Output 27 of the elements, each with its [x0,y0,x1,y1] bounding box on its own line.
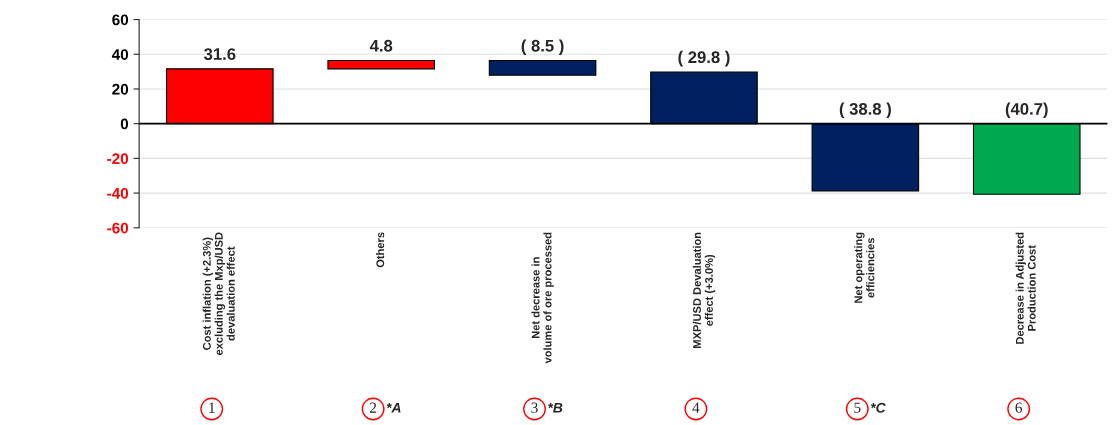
y-tick-label: 40 [111,49,129,60]
bar [327,59,436,70]
text: 3 *B [531,402,563,413]
x-tick-label: Decrease in Adjusted Production Cost [1015,232,1036,344]
data-label: 4.8 [369,39,393,52]
data-label: ( 8.5 ) [521,39,564,55]
x-tick-label: MXP/USD Devaluation effect (+3.0%) [692,232,716,348]
text: 2 *A [369,402,401,413]
y-tick-label: -20 [107,153,129,165]
y-tick-label: -40 [107,187,129,199]
y-tick-label: 0 [120,118,129,130]
y-tick-label: 20 [112,83,129,95]
x-tick-label: Cost inflation (+2.3%) excluding the Mxp/USD devaluation effect [202,232,235,355]
data-label: ( 29.8 ) [678,50,730,67]
data-label: ( 38.8 ) [839,102,891,119]
x-tick-label: Net decrease in volume of ore processed [531,232,554,364]
bar [488,59,597,76]
x-tick-label: Net operating efficiencies [854,232,875,303]
text: 1 [209,402,215,413]
text: 4 [692,402,700,413]
data-label: 31.6 [203,48,236,61]
y-tick-label: -60 [107,222,129,234]
text: 5 *C [854,402,886,413]
text: 6 [1015,402,1023,413]
y-tick-label: 60 [112,14,129,26]
x-tick-label: Others [376,232,385,268]
data-label: (40.7) [1005,102,1048,119]
